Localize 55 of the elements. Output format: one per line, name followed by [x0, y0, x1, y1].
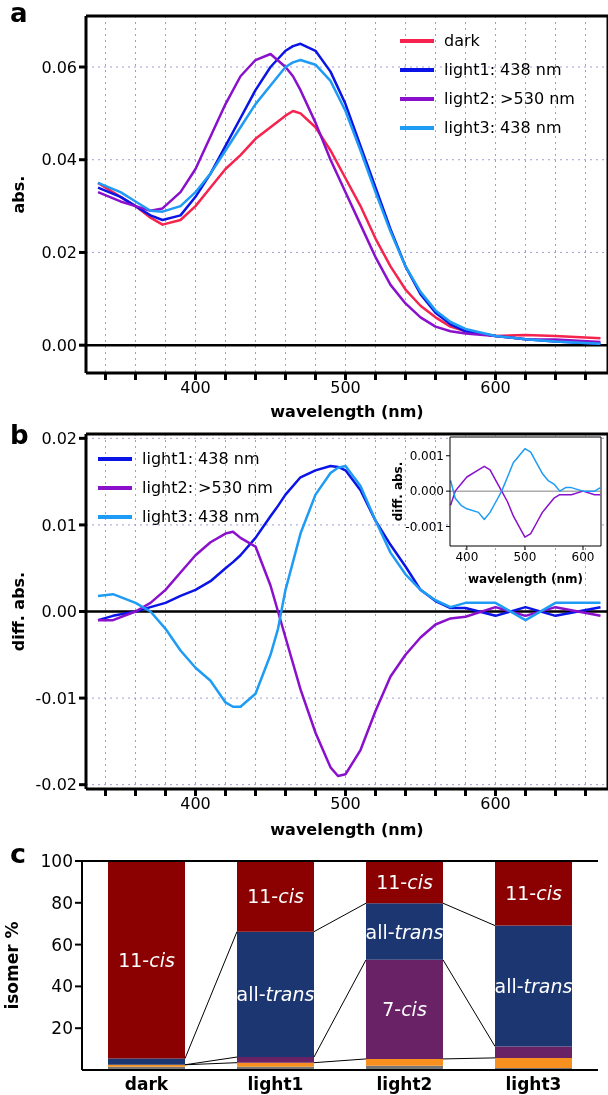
x-tick-label: 600	[571, 549, 595, 564]
series-label: 7-cis	[382, 998, 427, 1021]
y-tick-label: 0.001	[409, 449, 444, 464]
x-tick-label: 500	[513, 549, 537, 564]
text: 11-cis	[118, 948, 175, 971]
y-axis-title: diff. abs.	[391, 461, 406, 522]
legend-label: light3: 438 nm	[444, 118, 562, 137]
text: all-trans	[494, 974, 573, 997]
legend-label: light1: 438 nm	[142, 449, 260, 468]
legend-label: light3: 438 nm	[142, 507, 260, 526]
y-tick-label: 60	[51, 934, 73, 955]
series-label: 11-cis	[376, 871, 433, 894]
y-tick-label: -0.001	[405, 519, 444, 534]
y-tick-label: -0.01	[35, 688, 77, 708]
y-tick-label: 0.01	[41, 515, 77, 535]
y-tick-label: 0.06	[41, 57, 77, 77]
text: all-trans	[365, 920, 444, 943]
x-tick-label: light2	[376, 1074, 433, 1095]
y-tick-label: 0.02	[41, 429, 77, 449]
x-tick-label: 600	[480, 794, 511, 814]
chart-title: c	[10, 838, 27, 869]
text: 11-cis	[505, 882, 562, 905]
legend-label: dark	[444, 31, 480, 50]
text: 11-cis	[247, 885, 304, 908]
x-tick-label: 400	[180, 378, 211, 398]
y-tick-label: 80	[51, 892, 73, 913]
chart-title: b	[10, 420, 29, 450]
chart-title: a	[10, 0, 28, 28]
x-tick-label: 400	[180, 794, 211, 814]
y-tick-label: 0.02	[41, 243, 77, 263]
x-axis-title: wavelength (nm)	[467, 572, 584, 586]
y-tick-label: 40	[51, 976, 73, 997]
x-tick-label: dark	[124, 1074, 169, 1095]
y-tick-label: -0.02	[35, 775, 77, 795]
y-tick-label: 100	[40, 851, 73, 872]
x-tick-label: light1	[247, 1074, 304, 1095]
y-tick-label: 20	[51, 1018, 73, 1039]
legend-label: light2: >530 nm	[444, 89, 575, 108]
legend-label: light2: >530 nm	[142, 478, 273, 497]
series-label: all-trans	[236, 983, 315, 1006]
y-axis-title: isomer %	[2, 921, 23, 1010]
x-axis-title: wavelength (nm)	[270, 820, 424, 839]
y-axis-title: abs.	[8, 175, 28, 214]
legend-label: light1: 438 nm	[444, 60, 562, 79]
y-tick-label: 0.000	[409, 484, 444, 499]
y-axis-title: diff. abs.	[8, 571, 28, 652]
x-tick-label: 500	[330, 794, 361, 814]
y-tick-label: 0.00	[41, 335, 77, 355]
x-tick-label: 600	[480, 378, 511, 398]
x-tick-label: 400	[455, 549, 479, 564]
x-axis-title: wavelength (nm)	[270, 402, 424, 421]
x-tick-label: 500	[330, 378, 361, 398]
x-tick-label: light3	[505, 1074, 562, 1095]
y-tick-label: 0.04	[41, 150, 77, 170]
y-tick-label: 0.00	[41, 602, 77, 622]
